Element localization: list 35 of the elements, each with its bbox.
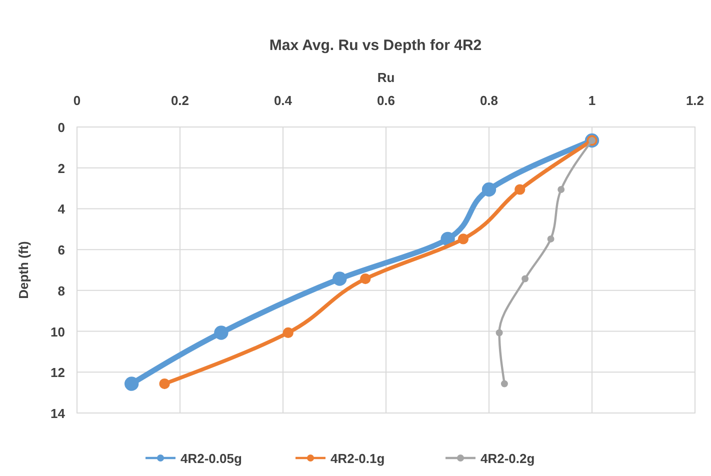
x-tick-label: 1.2 xyxy=(686,93,704,108)
legend-label: 4R2-0.1g xyxy=(330,451,385,466)
point xyxy=(522,275,529,282)
y-tick-label: 2 xyxy=(58,160,65,176)
y-tick-label: 10 xyxy=(50,324,65,340)
point xyxy=(458,234,469,244)
chart-title: Max Avg. Ru vs Depth for 4R2 xyxy=(269,37,482,54)
point xyxy=(360,273,371,284)
y-tick-label: 14 xyxy=(50,406,66,421)
x-tick-label: 0.2 xyxy=(170,93,190,108)
y-tick-label: 4 xyxy=(58,202,66,217)
y-axis-title: Depth (ft) xyxy=(16,241,31,299)
x-tick-label: 1 xyxy=(588,93,596,108)
point xyxy=(547,235,554,242)
point xyxy=(558,186,565,194)
x-tick-label: 0 xyxy=(73,93,81,108)
y-tick-label: 8 xyxy=(58,283,65,298)
point xyxy=(159,378,170,390)
point xyxy=(496,329,503,336)
y-tick-label: 6 xyxy=(58,242,65,258)
legend-label: 4R2-0.05g xyxy=(180,451,242,466)
point xyxy=(332,272,347,286)
point xyxy=(514,184,526,195)
point xyxy=(500,380,508,388)
legend-label: 4R2-0.2g xyxy=(480,451,535,466)
x-tick-label: 0.4 xyxy=(274,93,293,108)
point xyxy=(282,327,294,338)
point xyxy=(124,376,139,391)
y-tick-label: 0 xyxy=(58,120,65,135)
x-tick-label: 0.8 xyxy=(480,93,498,108)
point xyxy=(214,326,228,340)
x-axis-title: Ru xyxy=(377,70,395,85)
y-tick-label: 12 xyxy=(50,365,65,380)
x-tick-label: 0.6 xyxy=(376,93,396,108)
point xyxy=(482,182,496,197)
